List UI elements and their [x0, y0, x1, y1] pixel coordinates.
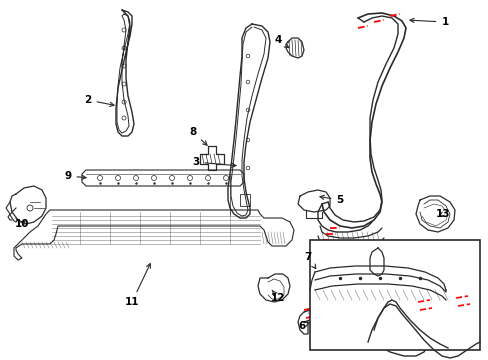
Polygon shape — [14, 210, 293, 260]
Bar — [309, 240, 479, 350]
Text: 13: 13 — [435, 209, 449, 219]
Text: 2: 2 — [84, 95, 114, 107]
Text: 7: 7 — [304, 252, 315, 269]
Text: 9: 9 — [64, 171, 86, 181]
Bar — [240, 194, 249, 206]
Text: 4: 4 — [274, 35, 288, 48]
Text: 12: 12 — [270, 290, 285, 303]
Text: 3: 3 — [192, 157, 236, 167]
Text: 10: 10 — [15, 219, 29, 229]
Text: 6: 6 — [298, 321, 308, 331]
Text: 1: 1 — [409, 17, 447, 27]
Text: 5: 5 — [319, 195, 343, 205]
Text: 11: 11 — [124, 264, 150, 307]
Polygon shape — [82, 170, 244, 186]
Text: 8: 8 — [189, 127, 206, 145]
